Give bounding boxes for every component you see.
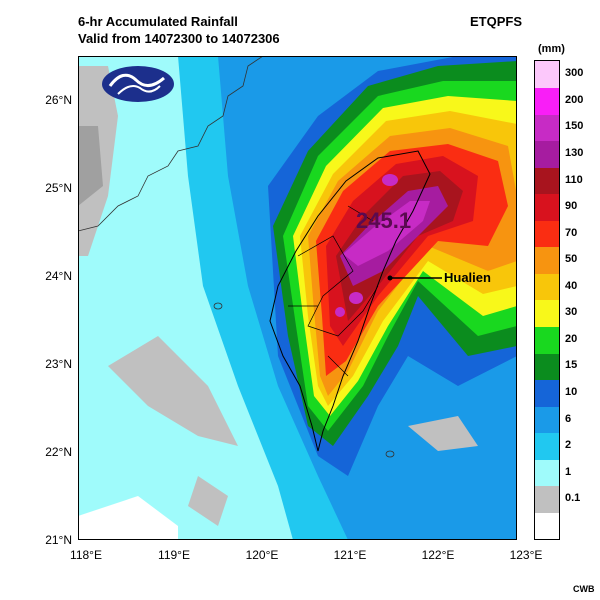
rain-patch-1mm — [108, 336, 238, 446]
lat-label-23: 23°N — [45, 357, 72, 371]
legend-swatch — [535, 379, 559, 407]
hualien-marker — [387, 275, 393, 281]
legend-label: 30 — [565, 306, 578, 319]
lon-label-122: 122°E — [421, 548, 455, 562]
lon-label-119: 119°E — [158, 548, 190, 562]
legend-swatch — [535, 193, 559, 221]
land-china — [78, 126, 103, 206]
lat-label-26: 26°N — [45, 93, 72, 107]
legend-swatch — [535, 61, 559, 88]
legend-label: 130 — [565, 146, 584, 159]
rain-patch-1mm — [188, 476, 228, 526]
legend-label: 150 — [565, 120, 584, 133]
legend-swatch — [535, 140, 559, 168]
rain-band-200 — [349, 292, 363, 304]
legend-label: 6 — [565, 412, 572, 425]
legend-label: 200 — [565, 93, 584, 106]
county-boundaries — [288, 205, 379, 377]
legend-label: 15 — [565, 359, 578, 372]
legend-label: 40 — [565, 279, 578, 292]
lanyu-island — [385, 450, 395, 458]
legend-swatch — [535, 273, 559, 301]
lat-label-21: 21°N — [45, 533, 72, 547]
lon-label-121: 121°E — [333, 548, 367, 562]
rainfall-legend — [534, 60, 560, 540]
legend-swatch — [535, 246, 559, 274]
legend-swatch — [535, 459, 559, 487]
legend-swatch — [535, 87, 559, 115]
legend-unit: (mm) — [538, 43, 565, 55]
legend-label: 70 — [565, 226, 578, 239]
legend-label: 50 — [565, 253, 578, 266]
hualien-label: Hualien — [444, 270, 491, 285]
lon-label-118: 118°E — [70, 548, 102, 562]
china-coastline — [78, 56, 264, 232]
map-title: 6-hr Accumulated Rainfall — [78, 14, 238, 29]
model-name: ETQPFS — [470, 14, 523, 29]
legend-swatch — [535, 432, 559, 460]
legend-swatch — [535, 512, 559, 540]
legend-swatch — [535, 326, 559, 354]
legend-label: 10 — [565, 385, 578, 398]
legend-label: 110 — [565, 173, 583, 186]
legend-swatch — [535, 220, 559, 248]
lat-label-24: 24°N — [45, 269, 72, 283]
legend-swatch — [535, 353, 559, 381]
legend-swatch — [535, 300, 559, 327]
max-rainfall-value: 245.1 — [356, 208, 412, 233]
legend-label: 90 — [565, 200, 578, 213]
lat-label-22: 22°N — [45, 445, 72, 459]
map-frame — [78, 56, 517, 540]
lat-label-25: 25°N — [45, 181, 72, 195]
credit-text: CWB — [573, 584, 595, 594]
legend-swatch — [535, 485, 559, 513]
legend-label: 300 — [565, 67, 584, 80]
rain-patch-1mm — [408, 416, 478, 451]
legend-label: 0.1 — [565, 492, 581, 505]
cwb-logo-icon — [102, 66, 174, 102]
legend-swatch — [535, 114, 559, 142]
lon-label-120: 120°E — [245, 548, 279, 562]
legend-label: 1 — [565, 465, 572, 478]
rain-band-200 — [335, 307, 345, 317]
legend-label: 2 — [565, 439, 572, 452]
legend-swatch — [535, 167, 559, 195]
legend-label: 20 — [565, 332, 578, 345]
taiwan-coastline — [269, 150, 431, 452]
penghu-islands — [213, 302, 223, 310]
legend-swatch — [535, 406, 559, 434]
map-canvas — [78, 56, 517, 540]
rain-patch-none — [78, 496, 178, 540]
rain-band-200 — [382, 174, 398, 186]
rainfall-map — [78, 56, 517, 540]
map-subtitle: Valid from 14072300 to 14072306 — [78, 31, 280, 46]
rain-band-2 — [78, 56, 293, 540]
rain-band-200 — [343, 201, 430, 266]
lon-label-123: 123°E — [509, 548, 543, 562]
